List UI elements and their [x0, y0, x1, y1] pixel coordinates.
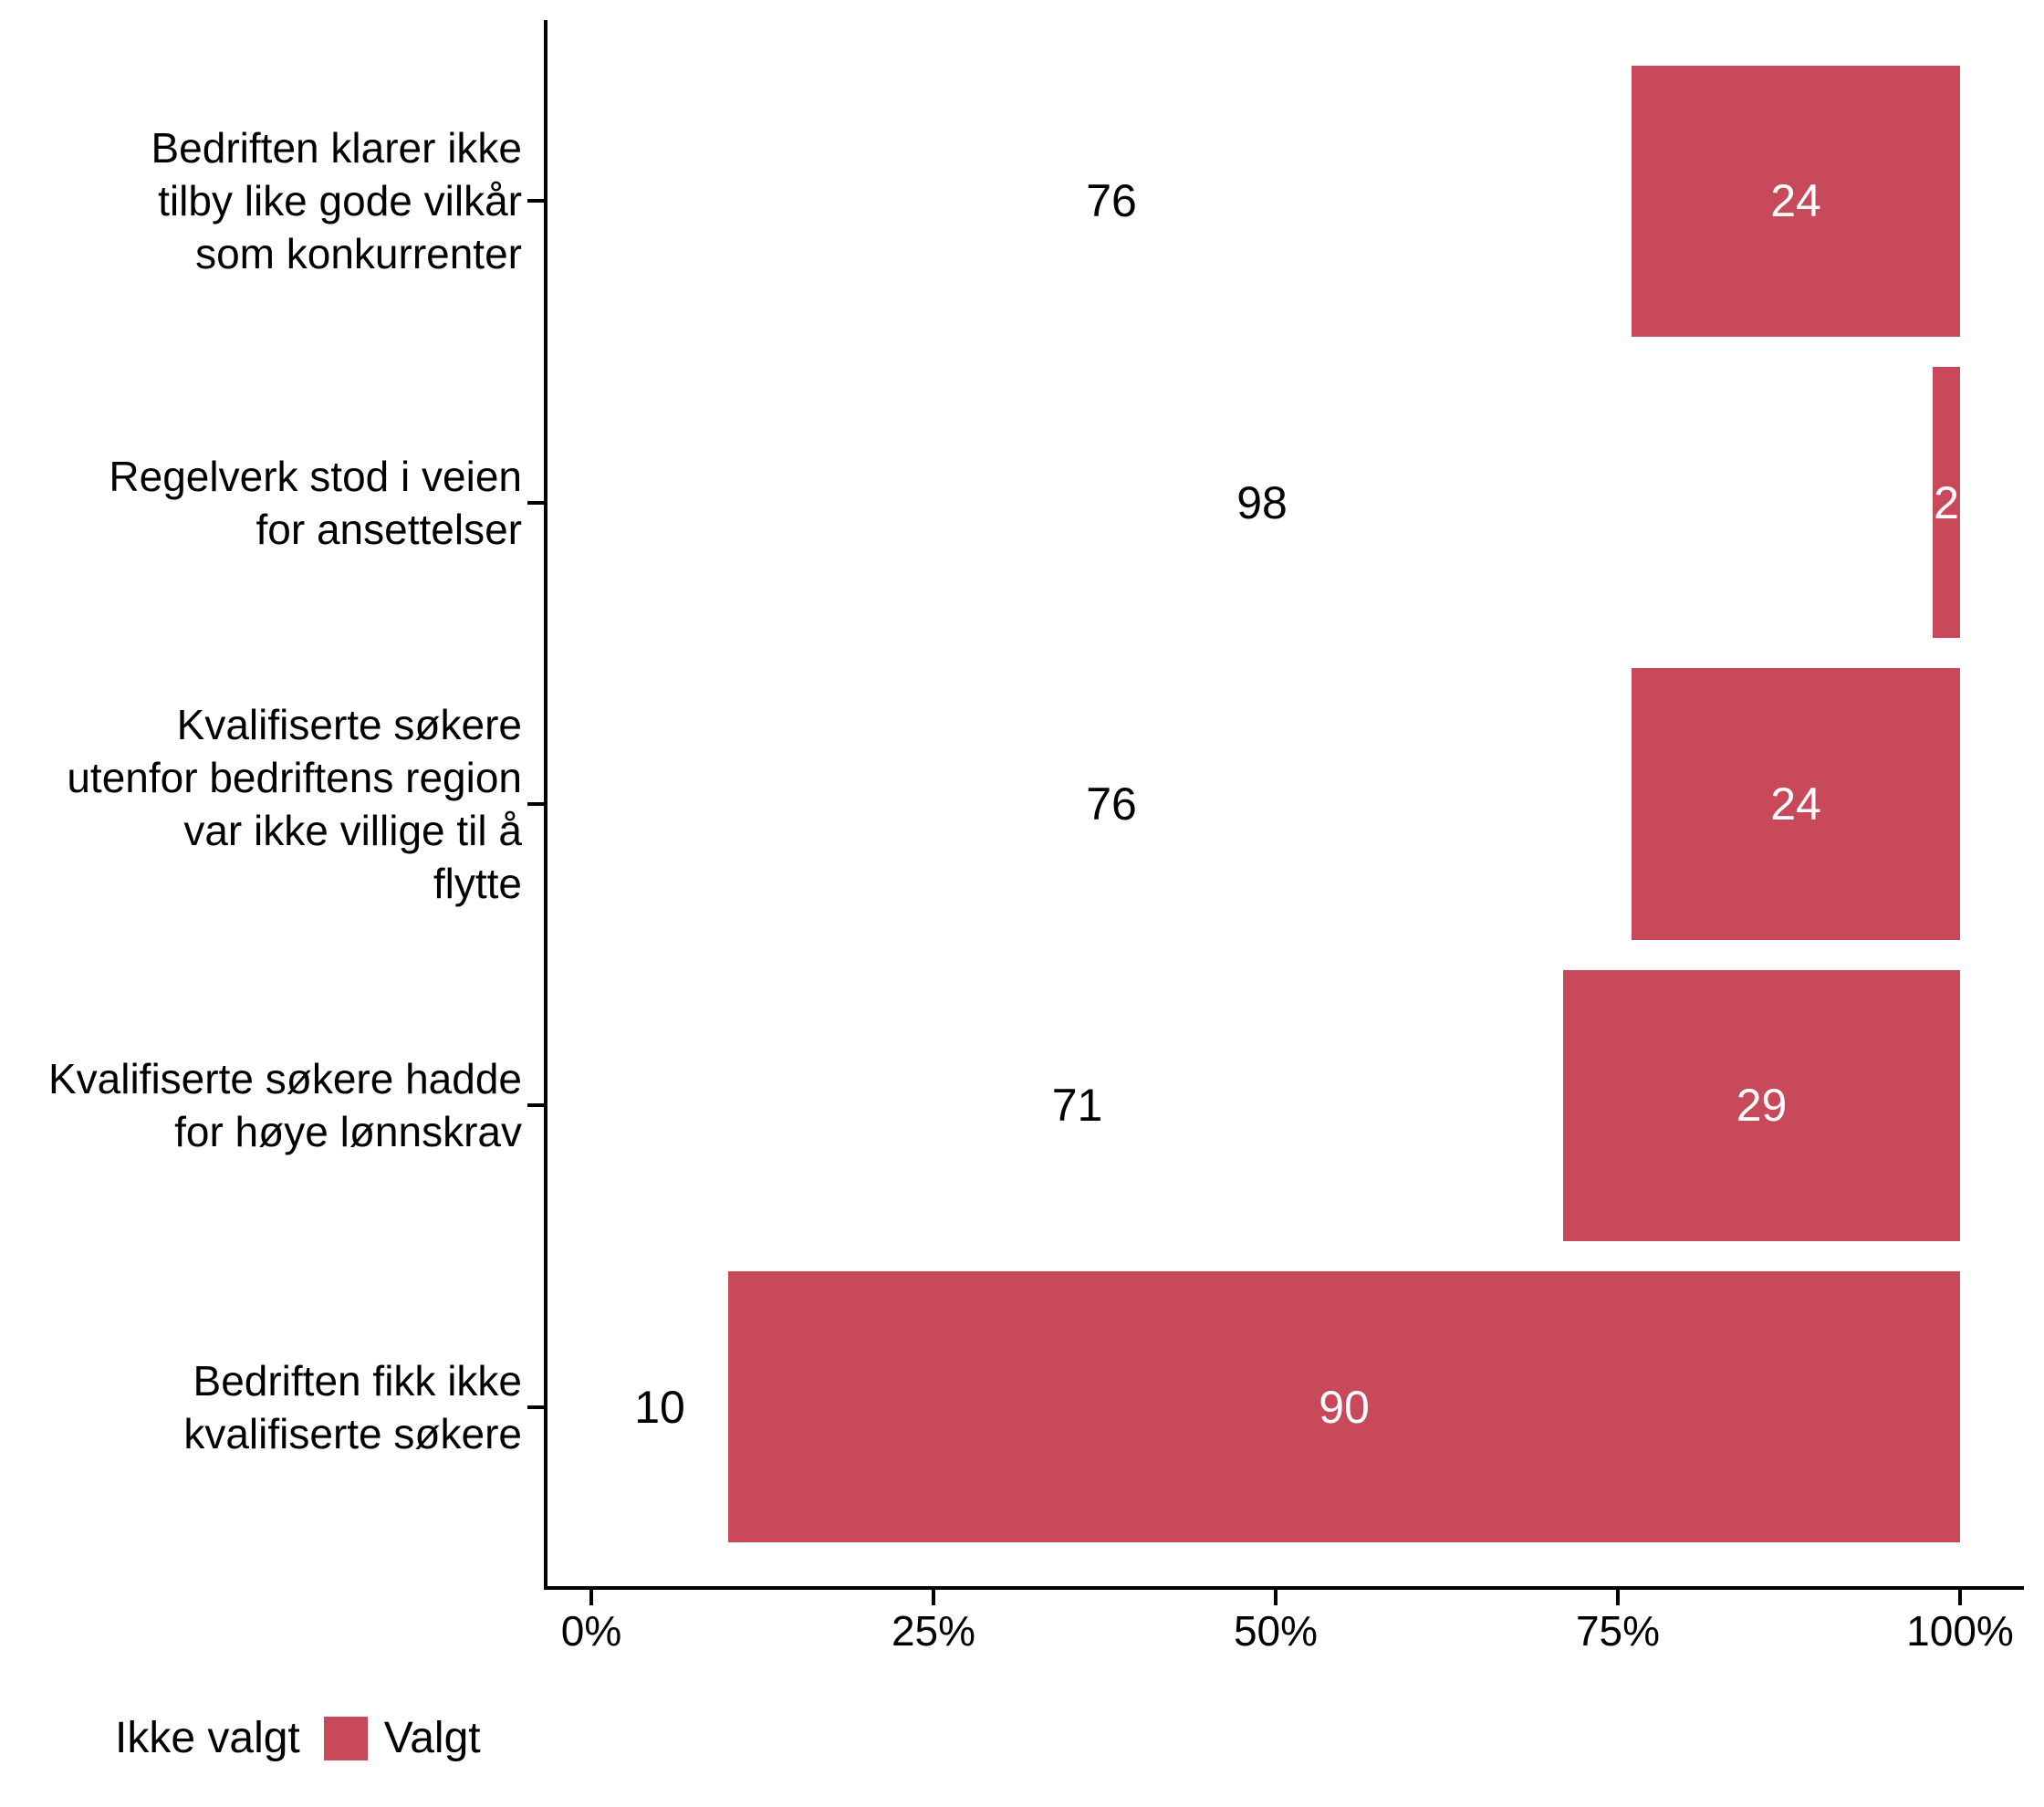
- bar-value-label-valgt: 29: [1736, 1080, 1788, 1132]
- bar-segment-valgt: [1563, 969, 1960, 1242]
- bar-value-label-valgt: 24: [1770, 778, 1821, 830]
- y-axis-category-label: Kvalifiserte søkere utenfor bedriftens re…: [0, 698, 522, 910]
- y-axis-category-label-line: Kvalifiserte søkere hadde: [47, 1055, 522, 1103]
- y-tick-mark: [527, 199, 544, 204]
- y-axis-category-label: Bedriften klarer ikke tilby like gode vil…: [0, 121, 523, 280]
- legend-item: Ikke valgt: [55, 1717, 300, 1760]
- bar-segment-valgt: [1632, 668, 1960, 940]
- bar-value-label-ikke-valgt: 98: [1236, 476, 1288, 528]
- y-tick-mark: [527, 802, 544, 806]
- x-axis-line: [544, 1586, 2024, 1590]
- y-axis-category-label-line: tilby like gode vilkår: [158, 177, 522, 225]
- y-tick-mark: [527, 1103, 544, 1108]
- legend-key-swatch: [323, 1717, 368, 1760]
- y-axis-category-label-line: Bedriften fikk ikke: [193, 1356, 522, 1405]
- y-axis-category-label-line: Regelverk stod i veien: [109, 452, 522, 500]
- y-axis-category-label-line: for høye lønnskrav: [174, 1108, 522, 1156]
- y-axis-category-label-line: Bedriften klarer ikke: [151, 124, 523, 172]
- x-tick-label: 50%: [1233, 1607, 1319, 1655]
- y-tick-mark: [527, 1405, 544, 1409]
- y-axis-category-label-line: var ikke villige til å: [183, 807, 522, 854]
- x-tick-label: 25%: [891, 1607, 976, 1655]
- legend-label: Ikke valgt: [115, 1714, 300, 1762]
- bar-value-label-valgt: 90: [1319, 1381, 1370, 1433]
- x-tick-label: 100%: [1906, 1607, 2014, 1655]
- y-axis-category-label: Regelverk stod i veien for ansettelser: [0, 450, 522, 556]
- legend-label: Valgt: [383, 1714, 481, 1762]
- x-tick-label: 75%: [1575, 1607, 1661, 1655]
- x-tick-mark: [932, 1590, 935, 1605]
- y-axis-category-label-line: Kvalifiserte søkere: [176, 701, 522, 748]
- bar-value-label-ikke-valgt: 71: [1051, 1080, 1103, 1132]
- y-axis-category-label-line: kvalifiserte søkere: [183, 1409, 522, 1457]
- bar-value-label-valgt: 2: [1934, 476, 1959, 528]
- bar-segment-valgt: [1933, 366, 1960, 639]
- x-tick-label: 0%: [560, 1607, 622, 1655]
- bar-value-label-valgt: 24: [1770, 175, 1821, 227]
- y-axis-category-label-line: flytte: [433, 860, 522, 907]
- bar-segment-valgt: [728, 1271, 1960, 1543]
- y-axis-category-label-line: for ansettelser: [256, 505, 522, 553]
- y-axis-line: [544, 20, 548, 1588]
- bar-value-label-ikke-valgt: 76: [1086, 778, 1137, 830]
- legend-item: Valgt: [323, 1714, 481, 1762]
- legend-key-swatch: [55, 1717, 99, 1760]
- y-axis-category-label-line: som konkurrenter: [195, 230, 522, 278]
- y-axis-category-label: Kvalifiserte søkere hadde for høye lønnsk…: [0, 1052, 522, 1158]
- y-axis-category-label: Bedriften fikk ikke kvalifiserte søkere: [0, 1354, 522, 1460]
- legend: Ikke valgt Valgt: [55, 1717, 481, 1760]
- bar-value-label-ikke-valgt: 76: [1086, 175, 1137, 227]
- x-tick-mark: [1274, 1590, 1278, 1605]
- y-tick-mark: [527, 500, 544, 505]
- x-tick-mark: [1958, 1590, 1962, 1605]
- bar-value-label-ikke-valgt: 10: [634, 1381, 685, 1433]
- y-axis-category-label-line: utenfor bedriftens region: [67, 754, 522, 801]
- x-tick-mark: [1616, 1590, 1620, 1605]
- x-tick-mark: [589, 1590, 593, 1605]
- bar-segment-valgt: [1632, 65, 1960, 337]
